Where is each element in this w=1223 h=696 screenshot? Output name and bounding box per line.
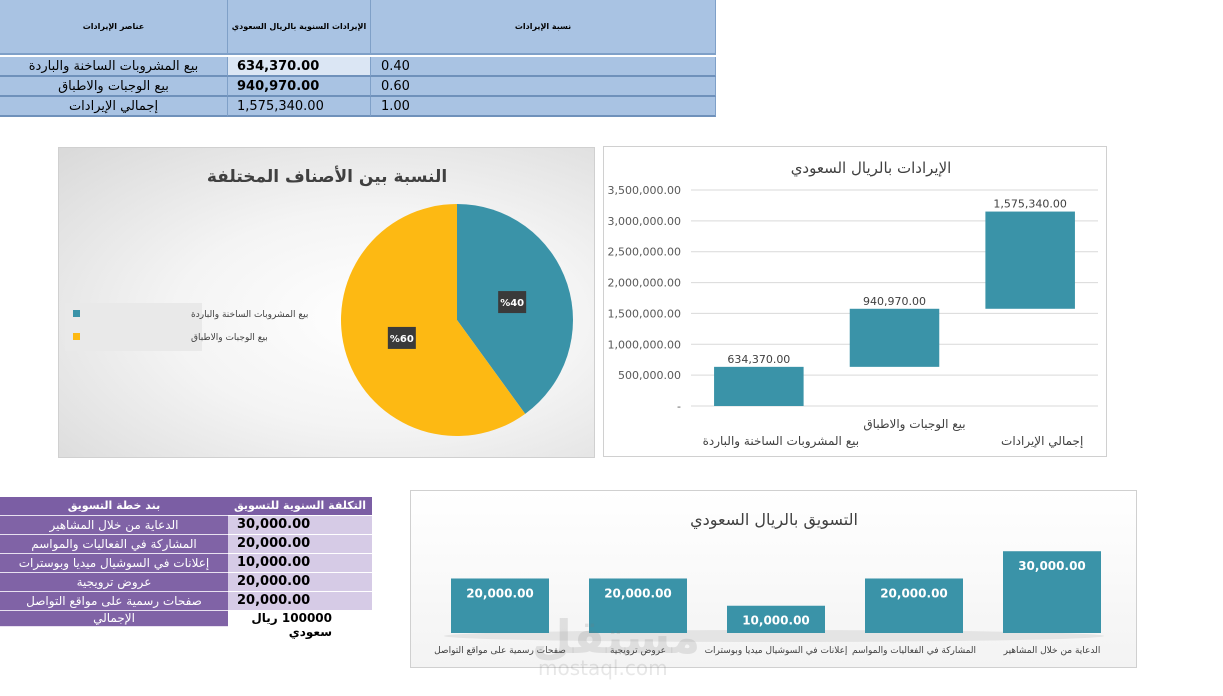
marketing-cost-cell[interactable]: 10,000.00 xyxy=(228,554,372,573)
revenue-item-cell[interactable]: بيع الوجبات والاطباق xyxy=(0,77,228,97)
bar-data-label: 20,000.00 xyxy=(604,586,672,600)
pie-data-label-box xyxy=(387,326,416,349)
bar-data-label: 20,000.00 xyxy=(880,586,948,600)
pie-data-label: %40 xyxy=(500,298,524,309)
marketing-item-cell[interactable]: الدعاية من خلال المشاهير xyxy=(0,516,228,535)
marketing-cost-cell[interactable]: 30,000.00 xyxy=(228,516,372,535)
revenue-chart-title: الإيرادات بالريال السعودي xyxy=(791,159,952,178)
bar[interactable] xyxy=(1003,551,1101,633)
marketing-chart-panel[interactable]: التسويق بالريال السعودي 30,000.00 20,000.… xyxy=(410,490,1137,668)
x-category-label: الدعاية من خلال المشاهير xyxy=(1003,646,1101,656)
marketing-item-cell[interactable]: إعلانات في السوشيال ميديا وبوسترات xyxy=(0,554,228,573)
bar-data-label: 634,370.00 xyxy=(727,353,790,366)
marketing-item-cell[interactable]: المشاركة في الفعاليات والمواسم xyxy=(0,535,228,554)
legend-label[interactable]: بيع الوجبات والاطباق xyxy=(191,333,268,343)
marketing-chart-title: التسويق بالريال السعودي xyxy=(690,510,858,530)
revenue-header-ratio[interactable]: نسبة الإيرادات xyxy=(371,0,716,55)
marketing-item-cell[interactable]: صفحات رسمية على مواقع التواصل xyxy=(0,592,228,611)
table-header-row: بند خطة التسويق التكلفة السنوية للتسويق xyxy=(0,497,372,516)
pie-chart-panel[interactable]: النسبة بين الأصناف المختلفة %40 %60 بيع ا… xyxy=(58,147,595,458)
y-tick-label: 2,000,000.00 xyxy=(608,277,681,290)
bar-data-label: 20,000.00 xyxy=(466,586,534,600)
bar[interactable] xyxy=(727,605,825,633)
watermark-logo: مستقل xyxy=(532,610,701,664)
pie-legend-box xyxy=(65,303,202,351)
table-row: المشاركة في الفعاليات والمواسم 20,000.00 xyxy=(0,535,372,554)
bar[interactable] xyxy=(589,578,687,633)
revenue-item-cell[interactable]: بيع المشروبات الساخنة والباردة xyxy=(0,57,228,77)
legend-label[interactable]: بيع المشروبات الساخنة والباردة xyxy=(191,310,308,320)
revenue-chart-panel[interactable]: الإيرادات بالريال السعودي - 500,000.00 1,0… xyxy=(603,146,1107,457)
bar[interactable] xyxy=(714,366,804,406)
pie-data-label-box xyxy=(498,291,527,314)
bar[interactable] xyxy=(985,211,1075,309)
revenue-bar-chart: الإيرادات بالريال السعودي - 500,000.00 1,0… xyxy=(608,159,1098,449)
marketing-table: بند خطة التسويق التكلفة السنوية للتسويق … xyxy=(0,497,372,639)
y-tick-label: 500,000.00 xyxy=(618,369,681,382)
table-total-row: الإجمالي 100000 ريال سعودي xyxy=(0,611,372,639)
y-tick-label: 3,500,000.00 xyxy=(608,184,681,197)
marketing-header-item[interactable]: بند خطة التسويق xyxy=(0,497,228,516)
table-row: إجمالي الإيرادات 1,575,340.00 1.00 xyxy=(0,97,716,117)
revenue-amount-cell[interactable]: 1,575,340.00 xyxy=(228,97,371,117)
table-row: عروض ترويجية 20,000.00 xyxy=(0,573,372,592)
revenue-item-cell[interactable]: إجمالي الإيرادات xyxy=(0,97,228,117)
x-category-label: إعلانات في السوشيال ميديا وبوسترات xyxy=(705,646,848,656)
y-tick-label: 1,500,000.00 xyxy=(608,307,681,320)
y-tick-label: 2,500,000.00 xyxy=(608,246,681,259)
revenue-table: عناصر الإيرادات الإيرادات السنوية بالريا… xyxy=(0,0,716,117)
revenue-ratio-cell[interactable]: 0.60 xyxy=(371,77,716,97)
revenue-amount-cell[interactable]: 940,970.00 xyxy=(228,77,371,97)
legend-swatch xyxy=(73,333,80,340)
revenue-amount-cell[interactable]: 634,370.00 xyxy=(228,57,371,77)
pie-data-label: %60 xyxy=(390,334,414,345)
bar-data-label: 940,970.00 xyxy=(863,295,926,308)
x-category-label: إجمالي الإيرادات xyxy=(1001,434,1083,449)
y-tick-label: - xyxy=(677,400,681,413)
marketing-bar-chart: التسويق بالريال السعودي 30,000.00 20,000.… xyxy=(434,510,1104,656)
revenue-header-item[interactable]: عناصر الإيرادات xyxy=(0,0,228,55)
x-category-label: عروض ترويجية xyxy=(610,646,666,656)
marketing-total-label[interactable]: الإجمالي xyxy=(0,611,228,627)
table-row: الدعاية من خلال المشاهير 30,000.00 xyxy=(0,516,372,535)
y-tick-label: 1,000,000.00 xyxy=(608,338,681,351)
table-row: بيع المشروبات الساخنة والباردة 634,370.0… xyxy=(0,57,716,77)
y-tick-label: 3,000,000.00 xyxy=(608,215,681,228)
legend-swatch xyxy=(73,310,80,317)
pie-chart: النسبة بين الأصناف المختلفة %40 %60 بيع ا… xyxy=(65,166,574,437)
marketing-total-value[interactable]: 100000 ريال سعودي xyxy=(228,611,372,639)
marketing-cost-cell[interactable]: 20,000.00 xyxy=(228,573,372,592)
x-category-label: صفحات رسمية على مواقع التواصل xyxy=(434,646,566,656)
table-row: صفحات رسمية على مواقع التواصل 20,000.00 xyxy=(0,592,372,611)
marketing-item-cell[interactable]: عروض ترويجية xyxy=(0,573,228,592)
x-category-label: المشاركة في الفعاليات والمواسم xyxy=(852,646,976,656)
pie-chart-title: النسبة بين الأصناف المختلفة xyxy=(207,166,447,187)
pie-slice[interactable] xyxy=(341,204,526,437)
bar[interactable] xyxy=(865,578,963,633)
revenue-ratio-cell[interactable]: 1.00 xyxy=(371,97,716,117)
watermark-url: mostaql.com xyxy=(538,656,668,680)
bar[interactable] xyxy=(451,578,549,633)
marketing-cost-cell[interactable]: 20,000.00 xyxy=(228,535,372,554)
x-category-label: بيع الوجبات والاطباق xyxy=(863,417,965,432)
marketing-header-cost[interactable]: التكلفة السنوية للتسويق xyxy=(228,497,372,516)
bar[interactable] xyxy=(849,308,940,367)
revenue-header-amount[interactable]: الإيرادات السنوية بالريال السعودي xyxy=(228,0,371,55)
marketing-cost-cell[interactable]: 20,000.00 xyxy=(228,592,372,611)
bar-data-label: 1,575,340.00 xyxy=(993,198,1066,211)
table-row: إعلانات في السوشيال ميديا وبوسترات 10,00… xyxy=(0,554,372,573)
bar-data-label: 10,000.00 xyxy=(742,614,810,628)
revenue-ratio-cell[interactable]: 0.40 xyxy=(371,57,716,77)
bar-data-label: 30,000.00 xyxy=(1018,559,1086,573)
table-row: بيع الوجبات والاطباق 940,970.00 0.60 xyxy=(0,77,716,97)
x-category-label: بيع المشروبات الساخنة والباردة xyxy=(703,434,859,449)
